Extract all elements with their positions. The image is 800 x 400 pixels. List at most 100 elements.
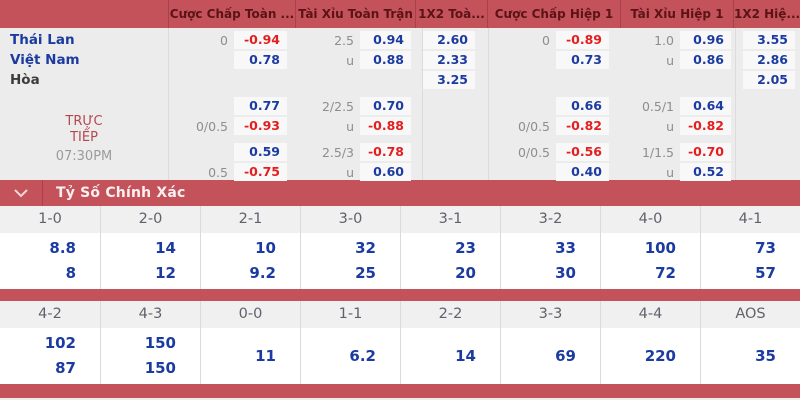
h1-handicap-odds-button[interactable]: 0.40 (556, 163, 609, 181)
ft-overunder-odds-button[interactable]: -0.78 (360, 143, 411, 161)
ft-1x2-odds-button[interactable]: 2.33 (423, 51, 475, 69)
score-label: 4-4 (601, 301, 700, 328)
ft-overunder-line: u (346, 164, 354, 180)
score-odds-cell[interactable]: 32 25 (301, 233, 400, 289)
divider (168, 28, 169, 180)
ft-handicap-odds-button[interactable]: -0.93 (234, 117, 287, 135)
score-column: 1-1 6.2 (300, 301, 400, 384)
h1-overunder-odds-button[interactable]: 0.64 (680, 97, 731, 115)
ft-overunder-line: u (346, 118, 354, 134)
ft-handicap-line: 0 (220, 32, 228, 48)
score-odds-cell[interactable]: 102 87 (0, 328, 100, 384)
h1-handicap-odds-button[interactable]: 0.73 (556, 51, 609, 69)
ft-handicap-odds-button[interactable]: 0.78 (234, 51, 287, 69)
score-odds-cell[interactable]: 220 (601, 328, 700, 384)
h1-1x2-odds-button[interactable]: 2.86 (743, 51, 795, 69)
live-odds-row: 0.59 2.5/3 -0.78 0/0.5 -0.56 1/1.5 -0.70 (168, 142, 800, 162)
h1-handicap-odds-button[interactable]: -0.56 (556, 143, 609, 161)
team-name-home: Thái Lan (10, 32, 75, 48)
score-label: 2-0 (101, 206, 200, 233)
score-odds-cell[interactable]: 100 72 (601, 233, 700, 289)
score-odds-cell[interactable]: 150 150 (101, 328, 200, 384)
score-column: 2-1 10 9.2 (200, 206, 300, 289)
score-column: 4-0 100 72 (600, 206, 700, 289)
live-section: TRỰC TIẾP 07:30PM 0.77 2/2.5 0.70 0.66 0… (0, 96, 800, 182)
score-label: 4-2 (0, 301, 100, 328)
h1-handicap-odds-button[interactable]: 0.66 (556, 97, 609, 115)
score-odds-cell[interactable]: 11 (201, 328, 300, 384)
h1-overunder-line: u (666, 52, 674, 68)
ft-overunder-odds-button[interactable]: -0.88 (360, 117, 411, 135)
score-odds-cell[interactable]: 23 20 (401, 233, 500, 289)
score-label: 1-1 (301, 301, 400, 328)
ft-handicap-odds-button[interactable]: -0.94 (234, 31, 287, 49)
ft-1x2-odds-button[interactable]: 3.25 (423, 71, 475, 89)
score-odds-cell[interactable]: 73 57 (701, 233, 800, 289)
score-odds-cell[interactable]: 14 12 (101, 233, 200, 289)
score-odds-value: 220 (644, 346, 676, 365)
h1-overunder-line: 1.0 (654, 32, 674, 48)
score-odds-cell[interactable]: 69 (501, 328, 600, 384)
score-label: 1-0 (0, 206, 100, 233)
h1-1x2-odds-button[interactable]: 3.55 (743, 31, 795, 49)
h1-handicap-line: 0/0.5 (517, 144, 550, 160)
column-header-h1-handicap: Cược Chấp Hiệp 1 (487, 0, 620, 28)
score-odds-cell[interactable]: 10 9.2 (201, 233, 300, 289)
score-column: 4-1 73 57 (700, 206, 800, 289)
h1-overunder-line: u (666, 118, 674, 134)
score-label: AOS (701, 301, 800, 328)
score-odds-value: 100 (644, 239, 676, 257)
ft-1x2-odds-button[interactable]: 2.60 (423, 31, 475, 49)
score-column: 2-0 14 12 (100, 206, 200, 289)
ft-handicap-odds-button[interactable]: -0.75 (234, 163, 287, 181)
h1-overunder-odds-button[interactable]: -0.70 (680, 143, 731, 161)
score-odds-value: 20 (455, 264, 476, 282)
score-odds-cell[interactable]: 35 (701, 328, 800, 384)
h1-overunder-line: 0.5/1 (641, 98, 674, 114)
correct-score-grid-1: 1-0 8.8 8 2-0 14 12 2-1 10 9.2 3-0 32 2 (0, 206, 800, 289)
ft-overunder-line: 2/2.5 (321, 98, 354, 114)
correct-score-section-header[interactable]: Tỷ Số Chính Xác (0, 180, 800, 206)
column-header-ft-handicap: Cược Chấp Toàn ... (168, 0, 295, 28)
score-odds-value: 32 (355, 239, 376, 257)
ft-overunder-odds-button[interactable]: 0.94 (360, 31, 411, 49)
score-odds-value: 14 (155, 239, 176, 257)
h1-overunder-odds-button[interactable]: 0.96 (680, 31, 731, 49)
h1-overunder-odds-button[interactable]: 0.86 (680, 51, 731, 69)
h1-overunder-odds-button[interactable]: -0.82 (680, 117, 731, 135)
h1-overunder-line: 1/1.5 (641, 144, 674, 160)
live-info: TRỰC TIẾP 07:30PM (0, 96, 168, 182)
score-label: 0-0 (201, 301, 300, 328)
score-column: 3-0 32 25 (300, 206, 400, 289)
score-odds-value: 8 (65, 264, 76, 282)
score-odds-value: 35 (755, 346, 776, 365)
score-label: 3-3 (501, 301, 600, 328)
score-label: 4-1 (701, 206, 800, 233)
live-odds-row: 0.77 2/2.5 0.70 0.66 0.5/1 0.64 (168, 96, 800, 116)
h1-handicap-odds-button[interactable]: -0.82 (556, 117, 609, 135)
h1-overunder-odds-button[interactable]: 0.52 (680, 163, 731, 181)
ft-overunder-odds-button[interactable]: 0.70 (360, 97, 411, 115)
score-column: 2-2 14 (400, 301, 500, 384)
score-odds-cell[interactable]: 14 (401, 328, 500, 384)
score-odds-value: 69 (555, 346, 576, 365)
team-column-header (0, 0, 168, 28)
divider (735, 28, 736, 180)
score-label: 3-2 (501, 206, 600, 233)
ft-overunder-odds-button[interactable]: 0.60 (360, 163, 411, 181)
ft-handicap-odds-button[interactable]: 0.77 (234, 97, 287, 115)
h1-1x2-odds-button[interactable]: 2.05 (743, 71, 795, 89)
h1-handicap-odds-button[interactable]: -0.89 (556, 31, 609, 49)
ft-overunder-line: 2.5 (334, 32, 354, 48)
chevron-down-icon[interactable] (0, 180, 42, 206)
score-odds-cell[interactable]: 8.8 8 (0, 233, 100, 289)
ft-handicap-odds-button[interactable]: 0.59 (234, 143, 287, 161)
ft-overunder-odds-button[interactable]: 0.88 (360, 51, 411, 69)
draw-label: Hòa (10, 72, 40, 88)
score-odds-value: 150 (144, 359, 176, 377)
score-odds-cell[interactable]: 6.2 (301, 328, 400, 384)
team-row: Hòa 3.25 2.05 (0, 70, 800, 90)
column-header-h1-overunder: Tài Xỉu Hiệp 1 (620, 0, 733, 28)
odds-body: Thái Lan 0 -0.94 2.5 0.94 2.60 0 -0.89 1… (0, 28, 800, 182)
score-odds-cell[interactable]: 33 30 (501, 233, 600, 289)
